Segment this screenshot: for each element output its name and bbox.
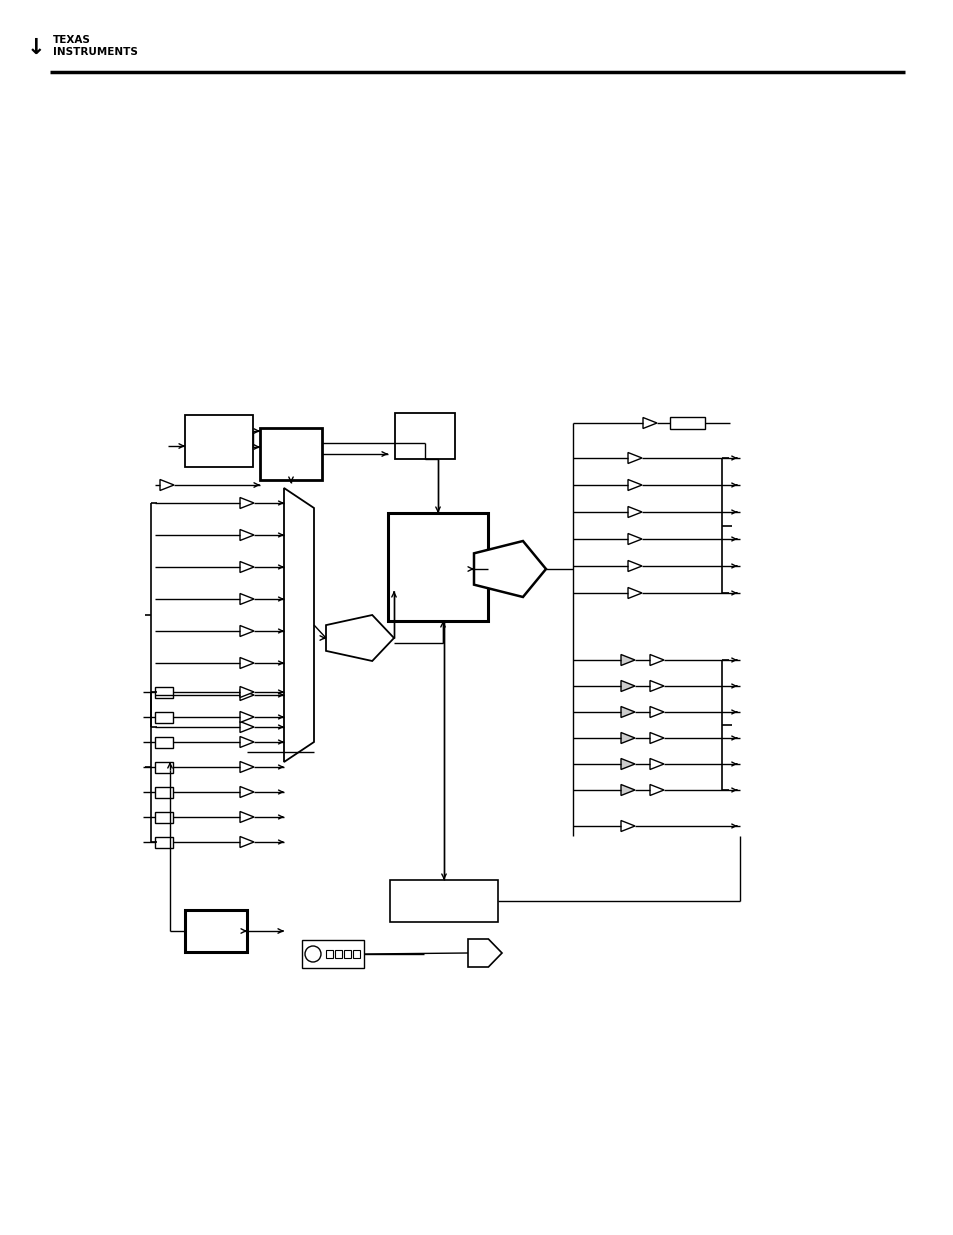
Bar — [154, 811, 172, 823]
Bar — [669, 417, 704, 429]
Polygon shape — [649, 784, 663, 795]
Polygon shape — [627, 506, 641, 517]
Bar — [344, 950, 351, 958]
Polygon shape — [240, 594, 253, 604]
Polygon shape — [627, 561, 641, 572]
Polygon shape — [240, 711, 253, 722]
Polygon shape — [284, 488, 314, 762]
Bar — [335, 950, 341, 958]
Polygon shape — [240, 836, 253, 847]
Text: ↓: ↓ — [27, 38, 45, 58]
Polygon shape — [240, 498, 253, 509]
Bar — [302, 940, 364, 968]
Polygon shape — [620, 732, 635, 743]
Polygon shape — [240, 762, 253, 773]
Bar — [154, 687, 172, 698]
Bar — [154, 836, 172, 847]
Polygon shape — [240, 562, 253, 573]
Bar — [185, 415, 253, 467]
Polygon shape — [240, 657, 253, 668]
Polygon shape — [620, 758, 635, 769]
Bar — [154, 762, 172, 773]
Polygon shape — [468, 939, 501, 967]
Polygon shape — [240, 811, 253, 823]
Bar — [154, 736, 172, 747]
Polygon shape — [649, 680, 663, 692]
Bar — [395, 412, 455, 459]
Polygon shape — [620, 820, 635, 831]
Polygon shape — [326, 615, 394, 661]
Bar — [388, 513, 488, 621]
Polygon shape — [240, 625, 253, 636]
Text: TEXAS
INSTRUMENTS: TEXAS INSTRUMENTS — [53, 35, 138, 57]
Bar — [154, 787, 172, 798]
Polygon shape — [627, 588, 641, 599]
Bar — [390, 881, 497, 923]
Polygon shape — [240, 736, 253, 747]
Bar — [353, 950, 359, 958]
Polygon shape — [474, 541, 545, 597]
Polygon shape — [627, 452, 641, 463]
Polygon shape — [240, 787, 253, 798]
Polygon shape — [160, 479, 173, 490]
Polygon shape — [620, 784, 635, 795]
Bar — [185, 910, 247, 952]
Bar — [260, 429, 322, 480]
Polygon shape — [649, 758, 663, 769]
Polygon shape — [620, 680, 635, 692]
Bar — [326, 950, 333, 958]
Polygon shape — [620, 655, 635, 666]
Polygon shape — [649, 706, 663, 718]
Polygon shape — [649, 655, 663, 666]
Polygon shape — [240, 687, 253, 698]
Polygon shape — [620, 706, 635, 718]
Polygon shape — [240, 721, 253, 732]
Polygon shape — [649, 732, 663, 743]
Polygon shape — [627, 479, 641, 490]
Polygon shape — [627, 534, 641, 545]
Polygon shape — [642, 417, 657, 429]
Polygon shape — [240, 689, 253, 700]
Circle shape — [305, 946, 320, 962]
Bar — [154, 711, 172, 722]
Polygon shape — [240, 530, 253, 541]
